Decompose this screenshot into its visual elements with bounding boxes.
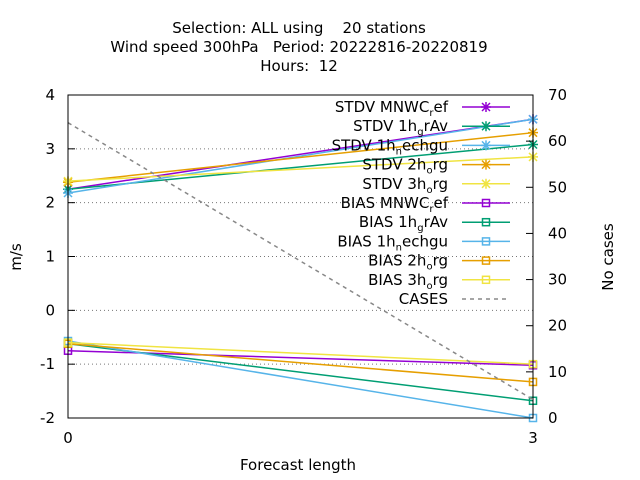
y2-tick-label: 60 xyxy=(548,132,567,150)
legend-sample-marker xyxy=(481,178,491,189)
y-tick-label: 0 xyxy=(45,301,55,319)
y2-tick-label: 20 xyxy=(548,317,567,335)
legend-label: BIAS MNWCref xyxy=(341,194,449,215)
legend-sample-marker xyxy=(481,102,491,112)
legend-sample-marker xyxy=(481,275,491,285)
legend-label-main: BIAS MNWC xyxy=(341,194,430,212)
legend-sample-marker xyxy=(481,237,491,246)
legend-label: STDV 3horg xyxy=(362,175,448,196)
legend-sample-marker xyxy=(481,256,491,265)
legend-label-sub: g xyxy=(417,127,423,138)
y-tick-label: -2 xyxy=(40,409,55,427)
legend-sample-marker xyxy=(481,159,491,170)
legend-label-main: STDV 1h xyxy=(353,117,417,135)
legend-label: STDV 2horg xyxy=(362,156,448,177)
y-tick-label: 4 xyxy=(45,86,55,104)
series-line xyxy=(67,131,534,183)
legend-label-tail: rAv xyxy=(424,117,449,135)
y2-tick-label: 40 xyxy=(548,224,567,242)
series-line xyxy=(67,340,534,419)
legend-label-tail: echgu xyxy=(402,232,448,250)
y2-axis-label: No cases xyxy=(599,223,617,291)
y2-tick-label: 30 xyxy=(548,271,567,289)
legend-label: BIAS 3horg xyxy=(368,271,448,292)
legend-label-sub: n xyxy=(396,242,402,253)
legend-label: CASES xyxy=(399,290,448,308)
series-line xyxy=(67,156,534,182)
y-tick-label: 2 xyxy=(45,194,55,212)
x-tick-label: 3 xyxy=(528,429,538,447)
plot-lines xyxy=(63,114,538,423)
legend-label-tail: rAv xyxy=(424,213,449,231)
legend-label-sub: n xyxy=(396,146,402,157)
series-line xyxy=(67,342,534,383)
legend-sample-marker xyxy=(481,198,491,208)
legend-label-sub: r xyxy=(429,204,434,215)
y2-tick-label: 50 xyxy=(548,178,567,196)
legend-label: STDV MNWCref xyxy=(335,98,449,119)
legend-sample-marker xyxy=(481,217,491,227)
y2-tick-label: 0 xyxy=(548,409,558,427)
legend-label-tail: ef xyxy=(433,194,448,212)
legend-sample-marker xyxy=(481,140,491,151)
y2-tick-label: 70 xyxy=(548,86,567,104)
legend-label-main: STDV 2h xyxy=(362,156,426,174)
legend-label-tail: echgu xyxy=(402,136,448,154)
chart-title-line-3: Hours: 12 xyxy=(260,57,338,75)
legend-label: STDV 1hnechgu xyxy=(332,136,448,157)
y2-tick-label: 10 xyxy=(548,363,567,381)
legend-label-tail: rg xyxy=(433,271,448,289)
legend-label: BIAS 1hnechgu xyxy=(337,232,448,253)
legend-label-main: BIAS 1h xyxy=(359,213,417,231)
legend-label-sub: o xyxy=(426,166,432,177)
y-axis-label: m/s xyxy=(7,243,25,271)
legend-sample-marker xyxy=(481,121,491,132)
series-line xyxy=(67,122,534,401)
legend-label: BIAS 1hgrAv xyxy=(359,213,448,234)
series-line xyxy=(67,118,534,194)
legend-label-main: BIAS 3h xyxy=(368,271,426,289)
legend-label-main: STDV 1h xyxy=(332,136,396,154)
legend-label-sub: o xyxy=(426,262,432,273)
y-tick-label: 1 xyxy=(45,248,55,266)
legend-label-tail: rg xyxy=(433,252,448,270)
legend-label-main: STDV 3h xyxy=(362,175,426,193)
x-axis-label: Forecast length xyxy=(240,456,356,474)
legend-label-main: STDV MNWC xyxy=(335,98,429,116)
series-line xyxy=(67,143,534,190)
legend-label: STDV 1hgrAv xyxy=(353,117,448,138)
y-tick-label: 3 xyxy=(45,140,55,158)
legend-label-sub: o xyxy=(426,185,432,196)
y-tick-label: -1 xyxy=(40,355,55,373)
legend-label-tail: rg xyxy=(433,156,448,174)
legend-label-main: BIAS 1h xyxy=(337,232,395,250)
series-line xyxy=(67,341,534,365)
grid xyxy=(68,148,533,365)
legend-label-sub: r xyxy=(429,108,434,119)
legend-label-sub: o xyxy=(426,281,432,292)
legend-label-main: CASES xyxy=(399,290,448,308)
chart-title-line-2: Wind speed 300hPa Period: 20222816-20220… xyxy=(110,38,487,56)
x-tick-label: 0 xyxy=(63,429,73,447)
legend-label: BIAS 2horg xyxy=(368,252,448,273)
legend-label-sub: g xyxy=(417,223,423,234)
chart-title-line-1: Selection: ALL using 20 stations xyxy=(172,19,426,37)
legend-label-main: BIAS 2h xyxy=(368,252,426,270)
legend-label-tail: rg xyxy=(433,175,448,193)
legend-label-tail: ef xyxy=(433,98,448,116)
